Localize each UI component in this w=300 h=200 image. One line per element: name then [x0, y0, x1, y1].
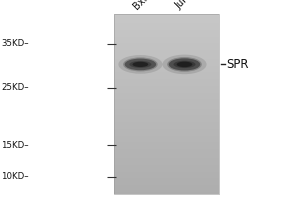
- Bar: [114, 86, 219, 88]
- Bar: [114, 57, 219, 59]
- Bar: [114, 153, 219, 156]
- Bar: [114, 133, 219, 136]
- Bar: [114, 84, 219, 86]
- Ellipse shape: [167, 57, 202, 72]
- Bar: [114, 81, 219, 84]
- Text: 10KD–: 10KD–: [2, 172, 29, 181]
- Bar: [114, 113, 219, 115]
- Bar: [114, 176, 219, 178]
- Bar: [114, 106, 219, 108]
- Ellipse shape: [129, 61, 152, 68]
- Bar: [114, 39, 219, 41]
- Bar: [114, 97, 219, 99]
- Bar: [114, 192, 219, 194]
- Text: BxPC3: BxPC3: [131, 0, 160, 11]
- Bar: [114, 165, 219, 167]
- Bar: [114, 32, 219, 34]
- Bar: [114, 61, 219, 64]
- Bar: [114, 149, 219, 151]
- Bar: [114, 43, 219, 46]
- Text: Jurkat: Jurkat: [173, 0, 200, 11]
- Bar: [114, 171, 219, 174]
- Bar: [114, 27, 219, 30]
- Bar: [114, 77, 219, 79]
- Bar: [114, 111, 219, 113]
- Bar: [114, 147, 219, 149]
- Bar: [114, 99, 219, 102]
- Bar: [114, 18, 219, 21]
- Bar: [114, 129, 219, 131]
- Bar: [114, 25, 219, 27]
- Ellipse shape: [123, 57, 158, 71]
- Bar: [114, 23, 219, 25]
- Bar: [114, 144, 219, 147]
- Ellipse shape: [118, 55, 163, 74]
- Bar: [114, 174, 219, 176]
- Bar: [114, 50, 219, 52]
- Bar: [114, 30, 219, 32]
- Text: SPR: SPR: [226, 58, 249, 71]
- Bar: [114, 90, 219, 93]
- Bar: [114, 183, 219, 185]
- Bar: [114, 122, 219, 124]
- Bar: [114, 14, 219, 16]
- Bar: [114, 36, 219, 39]
- Bar: [114, 41, 219, 43]
- Bar: [114, 169, 219, 171]
- Bar: [114, 180, 219, 183]
- Bar: [114, 79, 219, 82]
- Bar: [114, 160, 219, 162]
- Ellipse shape: [133, 62, 148, 67]
- Bar: [114, 34, 219, 36]
- Bar: [114, 52, 219, 54]
- Bar: [114, 115, 219, 117]
- Bar: [114, 140, 219, 142]
- Ellipse shape: [125, 59, 156, 70]
- Bar: [114, 102, 219, 104]
- Bar: [114, 151, 219, 154]
- Bar: [114, 156, 219, 158]
- Bar: [114, 66, 219, 68]
- Text: 35KD–: 35KD–: [2, 39, 29, 48]
- Bar: [114, 14, 219, 194]
- Bar: [114, 95, 219, 97]
- Text: 25KD–: 25KD–: [2, 83, 29, 92]
- Bar: [114, 68, 219, 70]
- Bar: [114, 178, 219, 180]
- Bar: [114, 126, 219, 129]
- Bar: [114, 104, 219, 106]
- Bar: [114, 185, 219, 187]
- Bar: [114, 88, 219, 90]
- Ellipse shape: [177, 62, 192, 67]
- Bar: [114, 70, 219, 72]
- Text: 15KD–: 15KD–: [2, 141, 29, 150]
- Bar: [114, 63, 219, 66]
- Bar: [114, 48, 219, 50]
- Ellipse shape: [173, 61, 196, 68]
- Ellipse shape: [163, 55, 207, 74]
- Bar: [114, 189, 219, 192]
- Bar: [114, 120, 219, 122]
- Bar: [114, 124, 219, 126]
- Bar: [114, 16, 219, 19]
- Bar: [114, 138, 219, 140]
- Bar: [114, 117, 219, 120]
- Bar: [114, 54, 219, 57]
- Bar: [114, 75, 219, 77]
- Bar: [114, 108, 219, 111]
- Bar: [114, 72, 219, 75]
- Bar: [114, 21, 219, 23]
- Bar: [114, 131, 219, 133]
- Bar: [114, 59, 219, 61]
- Bar: [114, 158, 219, 160]
- Ellipse shape: [169, 58, 200, 71]
- Bar: [114, 135, 219, 138]
- Bar: [114, 162, 219, 165]
- Bar: [114, 167, 219, 169]
- Bar: [114, 142, 219, 144]
- Bar: [114, 93, 219, 95]
- Bar: [114, 187, 219, 190]
- Bar: [114, 45, 219, 48]
